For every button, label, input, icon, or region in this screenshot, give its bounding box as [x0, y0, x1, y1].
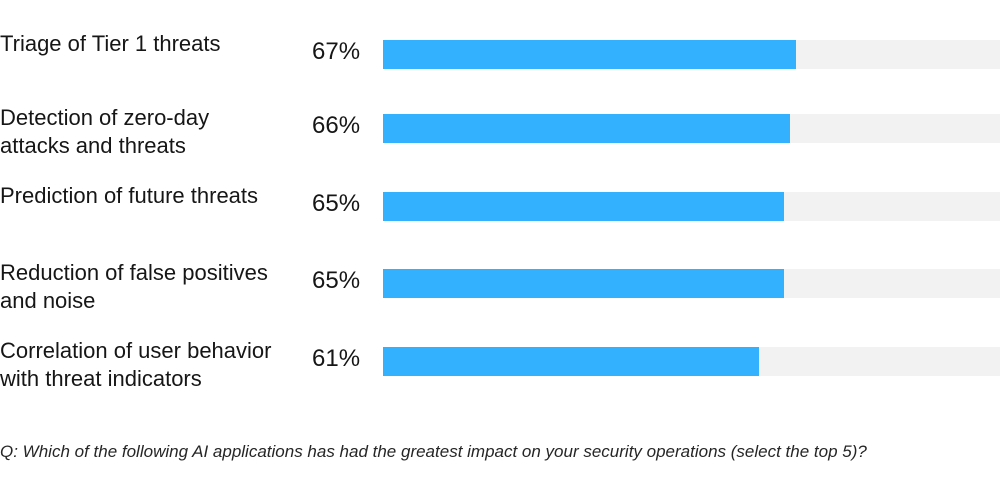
- bar: [383, 114, 791, 143]
- bar-chart: Triage of Tier 1 threats 67% Detection of …: [0, 30, 1000, 403]
- category-label: Triage of Tier 1 threats: [0, 31, 221, 56]
- category-label: Correlation of user behavior with threat…: [0, 338, 272, 391]
- value-label: 65%: [312, 267, 361, 294]
- bar-track: [383, 347, 1000, 376]
- value-label: 61%: [312, 345, 361, 372]
- bar-row: Prediction of future threats 65%: [0, 182, 1000, 248]
- survey-question-footnote: Q: Which of the following AI application…: [0, 442, 867, 461]
- bar: [383, 40, 797, 69]
- bar-row: Reduction of false positives and noise 65…: [0, 259, 1000, 325]
- bar-track: [383, 269, 1000, 298]
- category-label: Prediction of future threats: [0, 183, 259, 208]
- value-label: 67%: [312, 38, 361, 65]
- bar-row: Detection of zero-day attacks and threat…: [0, 104, 1000, 170]
- value-label: 65%: [312, 190, 361, 217]
- bar: [383, 269, 785, 298]
- bar: [383, 347, 760, 376]
- category-label: Detection of zero-day attacks and threat…: [0, 105, 210, 158]
- category-label: Reduction of false positives and noise: [0, 260, 268, 313]
- bar-row: Correlation of user behavior with threat…: [0, 337, 1000, 403]
- bar-row: Triage of Tier 1 threats 67%: [0, 30, 1000, 96]
- value-label: 66%: [312, 112, 361, 139]
- bar-track: [383, 114, 1000, 143]
- bar-track: [383, 40, 1000, 69]
- bar: [383, 192, 785, 221]
- bar-track: [383, 192, 1000, 221]
